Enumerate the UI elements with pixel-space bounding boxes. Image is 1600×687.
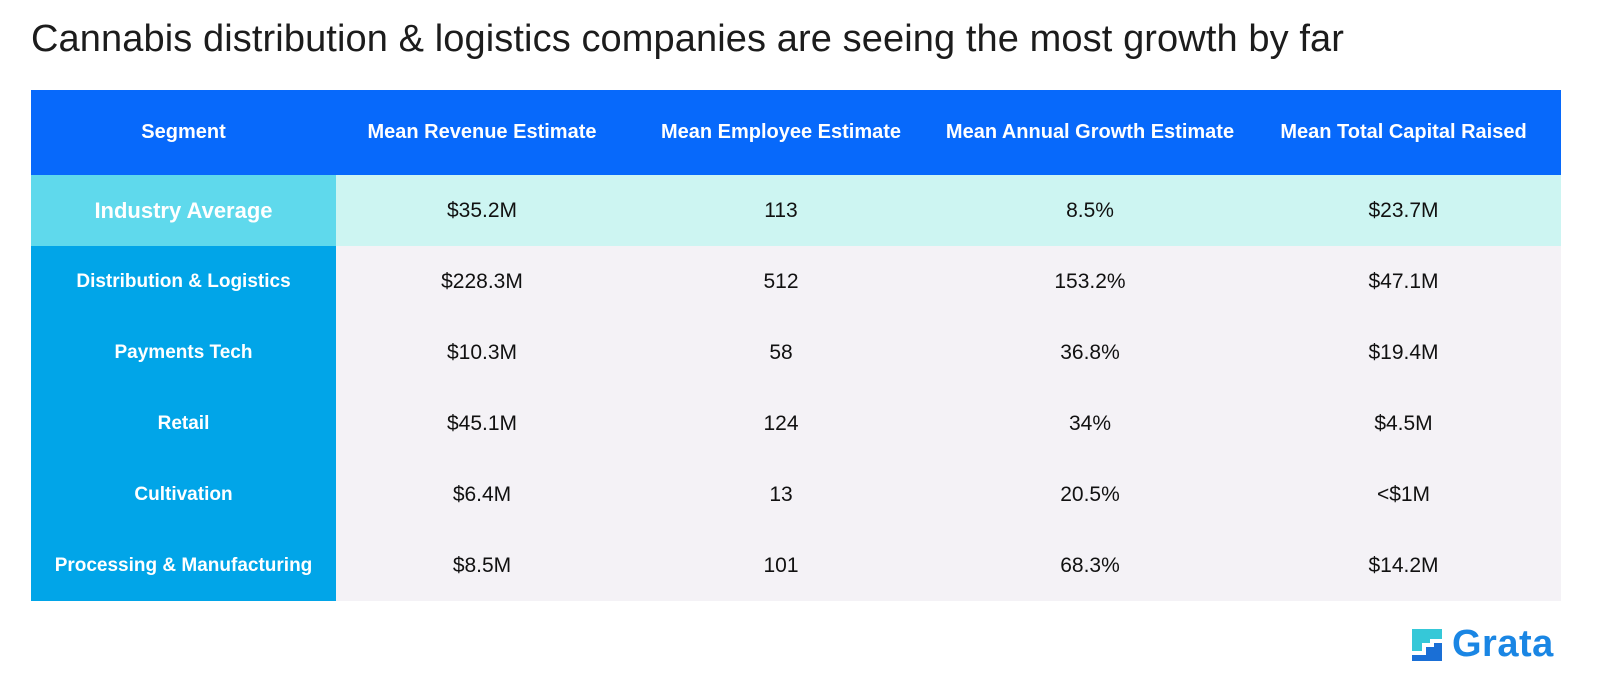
header-revenue: Mean Revenue Estimate [367,121,597,143]
table-row: Distribution & Logistics $228.3M 512 153… [31,246,1561,317]
table-row: Payments Tech $10.3M 58 36.8% $19.4M [31,317,1561,388]
row-label: Distribution & Logistics [31,246,336,317]
row-label: Industry Average [31,175,336,246]
header-segment: Segment [141,121,226,143]
header-employees: Mean Employee Estimate [660,121,902,143]
table-row: Processing & Manufacturing $8.5M 101 68.… [31,530,1561,601]
growth-cell: 68.3% [934,530,1246,601]
capital-cell: $4.5M [1246,388,1561,459]
revenue-cell: $35.2M [336,175,628,246]
grata-logo-icon [1412,628,1442,661]
grata-logo: Grata [1412,623,1554,666]
revenue-cell: $10.3M [336,317,628,388]
row-label: Cultivation [31,459,336,530]
table-header-row: Segment Mean Revenue Estimate Mean Emplo… [31,90,1561,175]
growth-cell: 153.2% [934,246,1246,317]
employee-cell: 512 [628,246,934,317]
row-label: Payments Tech [31,317,336,388]
row-label: Processing & Manufacturing [31,530,336,601]
capital-cell: $47.1M [1246,246,1561,317]
chart-title: Cannabis distribution & logistics compan… [31,18,1345,60]
capital-cell: $19.4M [1246,317,1561,388]
capital-cell: $23.7M [1246,175,1561,246]
growth-cell: 20.5% [934,459,1246,530]
table-row-industry-average: Industry Average $35.2M 113 8.5% $23.7M [31,175,1561,246]
growth-cell: 34% [934,388,1246,459]
revenue-cell: $228.3M [336,246,628,317]
table-row: Cultivation $6.4M 13 20.5% <$1M [31,459,1561,530]
employee-cell: 124 [628,388,934,459]
growth-cell: 36.8% [934,317,1246,388]
revenue-cell: $6.4M [336,459,628,530]
grata-logo-text: Grata [1452,623,1554,665]
row-label: Retail [31,388,336,459]
revenue-cell: $8.5M [336,530,628,601]
capital-cell: <$1M [1246,459,1561,530]
employee-cell: 101 [628,530,934,601]
data-table: Segment Mean Revenue Estimate Mean Emplo… [31,90,1561,601]
employee-cell: 13 [628,459,934,530]
revenue-cell: $45.1M [336,388,628,459]
capital-cell: $14.2M [1246,530,1561,601]
employee-cell: 113 [628,175,934,246]
employee-cell: 58 [628,317,934,388]
header-capital: Mean Total Capital Raised [1280,121,1527,143]
table-row: Retail $45.1M 124 34% $4.5M [31,388,1561,459]
growth-cell: 8.5% [934,175,1246,246]
header-growth: Mean Annual Growth Estimate [945,121,1235,143]
